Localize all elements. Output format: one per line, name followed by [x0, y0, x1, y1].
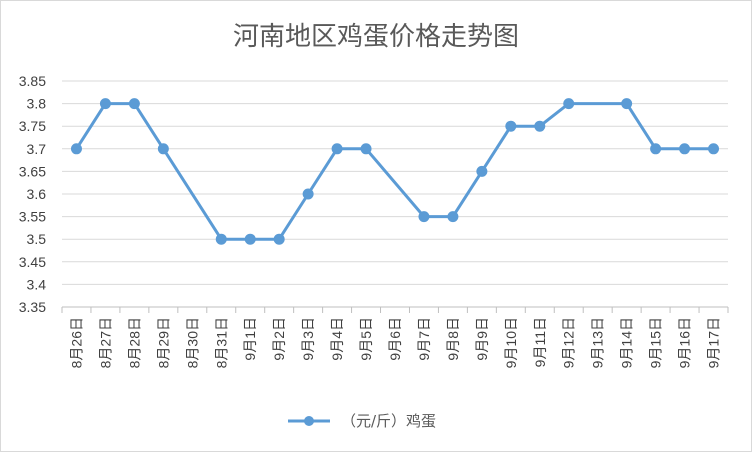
- y-tick-label: 3.7: [27, 141, 47, 157]
- y-tick-label: 3.45: [19, 254, 46, 270]
- data-point-9月4日: [331, 143, 343, 155]
- x-tick-label: 9月12日: [561, 317, 577, 368]
- y-tick-label: 3.4: [27, 276, 47, 292]
- data-point-8月31日: [215, 233, 227, 245]
- x-tick-label: 9月6日: [387, 317, 403, 361]
- data-point-8月27日: [99, 98, 111, 110]
- x-tick-label: 9月8日: [445, 317, 461, 361]
- x-tick-label: 9月4日: [329, 317, 345, 361]
- x-tick-label: 8月29日: [155, 317, 171, 368]
- x-tick-label: 9月14日: [619, 317, 635, 368]
- legend: （元/斤）鸡蛋: [288, 412, 436, 430]
- x-tick-label: 8月31日: [213, 317, 229, 368]
- x-tick-label: 9月9日: [474, 317, 490, 361]
- x-axis-ticks: 8月26日 8月27日 8月28日 8月29日 8月30日 8月31日 9月1日 9月2日 9月…: [68, 317, 721, 368]
- data-point-9月3日: [302, 188, 314, 200]
- data-point-9月15日: [650, 143, 662, 155]
- x-tick-label: 9月10日: [503, 317, 519, 368]
- data-point-9月16日: [679, 143, 691, 155]
- data-point-8月28日: [128, 98, 140, 110]
- x-tick-label: 8月28日: [126, 317, 142, 368]
- legend-point-marker: [304, 416, 314, 426]
- x-tick-label: 9月11日: [532, 317, 548, 367]
- y-tick-label: 3.6: [27, 186, 47, 202]
- y-axis-ticks: 3.85 3.8 3.75 3.7 3.65 3.6 3.55 3.5 3.45 3.4 3.35: [19, 73, 46, 315]
- data-point-9月8日: [447, 211, 459, 223]
- data-point-9月12日: [563, 98, 575, 110]
- x-tick-label: 9月5日: [358, 317, 374, 361]
- x-tick-label: 9月1日: [242, 317, 258, 361]
- x-tick-label: 9月16日: [677, 317, 693, 368]
- y-tick-label: 3.8: [27, 96, 47, 112]
- chart-title: 河南地区鸡蛋价格走势图: [233, 22, 519, 52]
- series-line: [75, 102, 714, 241]
- data-point-9月14日: [621, 98, 633, 110]
- legend-label: （元/斤）鸡蛋: [341, 412, 436, 430]
- data-point-9月10日: [505, 120, 517, 132]
- x-tick-label: 9月2日: [271, 317, 287, 361]
- data-point-9月5日: [360, 143, 372, 155]
- y-tick-label: 3.55: [19, 209, 46, 225]
- data-point-9月2日: [273, 233, 285, 245]
- x-tick-label: 8月27日: [97, 317, 113, 368]
- data-point-9月11日: [534, 120, 546, 132]
- series-egg-price: [70, 98, 720, 245]
- x-tick-label: 8月26日: [68, 317, 84, 368]
- data-point-9月9日: [476, 165, 488, 177]
- y-tick-label: 3.65: [19, 163, 46, 179]
- gridlines: [61, 80, 729, 313]
- y-tick-label: 3.75: [19, 118, 46, 134]
- x-tick-label: 9月13日: [590, 317, 606, 368]
- data-point-9月1日: [244, 233, 256, 245]
- x-tick-label: 9月7日: [416, 317, 432, 361]
- y-tick-label: 3.35: [19, 299, 46, 315]
- x-tick-label: 9月15日: [648, 317, 664, 368]
- y-tick-label: 3.5: [27, 231, 47, 247]
- y-tick-label: 3.85: [19, 73, 46, 89]
- data-point-8月26日: [70, 143, 82, 155]
- data-point-9月7日: [418, 211, 430, 223]
- data-point-9月17日: [708, 143, 720, 155]
- data-point-8月29日: [157, 143, 169, 155]
- x-tick-label: 9月17日: [706, 317, 722, 368]
- x-tick-label: 8月30日: [184, 317, 200, 368]
- x-tick-label: 9月3日: [300, 317, 316, 361]
